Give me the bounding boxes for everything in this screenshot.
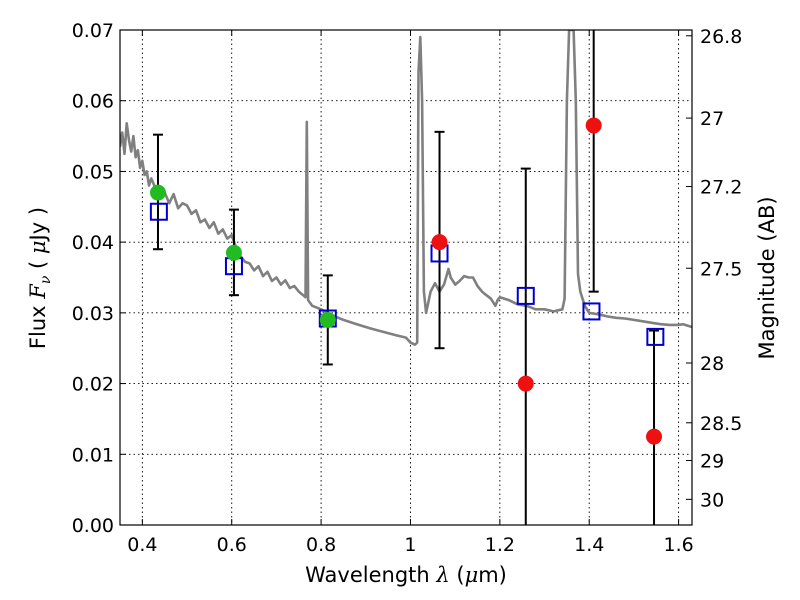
y-axis-label: Flux Fν ( μJy ) [26, 207, 54, 349]
red-data-point [431, 234, 448, 251]
x-tick-label: 1.4 [574, 534, 604, 556]
model-photometry-marker [149, 202, 168, 221]
y2-tick-label: 27.2 [700, 177, 742, 199]
y2-axis-label: Magnitude (AB) [755, 196, 779, 359]
y2-tick-label: 26.8 [700, 26, 742, 48]
y2-tick-label: 28 [700, 353, 724, 375]
model-photometry-marker [516, 286, 535, 305]
y-tick-label: 0.05 [72, 161, 114, 183]
axis-ticks: 0.4 0.6 0.8 1 1.2 1.4 1.6 0.00 0.01 0.02 0.03 0.04 0… [72, 20, 743, 556]
x-axis-label: Wavelength λ (μm) [305, 563, 507, 587]
plot-frame [119, 29, 693, 526]
green-data-point [225, 244, 242, 261]
y2-tick-label: 27 [700, 108, 724, 130]
y-tick-label: 0.07 [72, 20, 114, 42]
red-data-point [517, 375, 534, 392]
y-tick-label: 0.01 [72, 444, 114, 466]
x-tick-label: 0.6 [217, 534, 247, 556]
y2-tick-label: 30 [700, 489, 724, 511]
model-spectrum-line [120, 30, 692, 347]
y2-tick-label: 28.5 [700, 413, 742, 435]
model-photometry-marker [646, 327, 665, 346]
y2-tick-label: 29 [700, 451, 724, 473]
x-tick-label: 1 [404, 534, 416, 556]
y-tick-label: 0.06 [72, 91, 114, 113]
y-tick-label: 0.03 [72, 303, 114, 325]
x-tick-label: 1.6 [663, 534, 693, 556]
grid [120, 30, 692, 525]
plot-area [120, 30, 692, 525]
green-data-point [149, 184, 166, 201]
y-tick-label: 0.04 [72, 232, 114, 254]
x-tick-label: 0.4 [127, 534, 157, 556]
red-data-point [585, 117, 602, 134]
x-tick-label: 0.8 [306, 534, 336, 556]
model-photometry-marker [582, 302, 601, 321]
x-tick-label: 1.2 [485, 534, 515, 556]
green-data-point [319, 311, 336, 328]
red-data-point [646, 428, 663, 445]
y-tick-label: 0.00 [72, 515, 114, 537]
y2-tick-label: 27.5 [700, 258, 742, 280]
y-tick-label: 0.02 [72, 374, 114, 396]
